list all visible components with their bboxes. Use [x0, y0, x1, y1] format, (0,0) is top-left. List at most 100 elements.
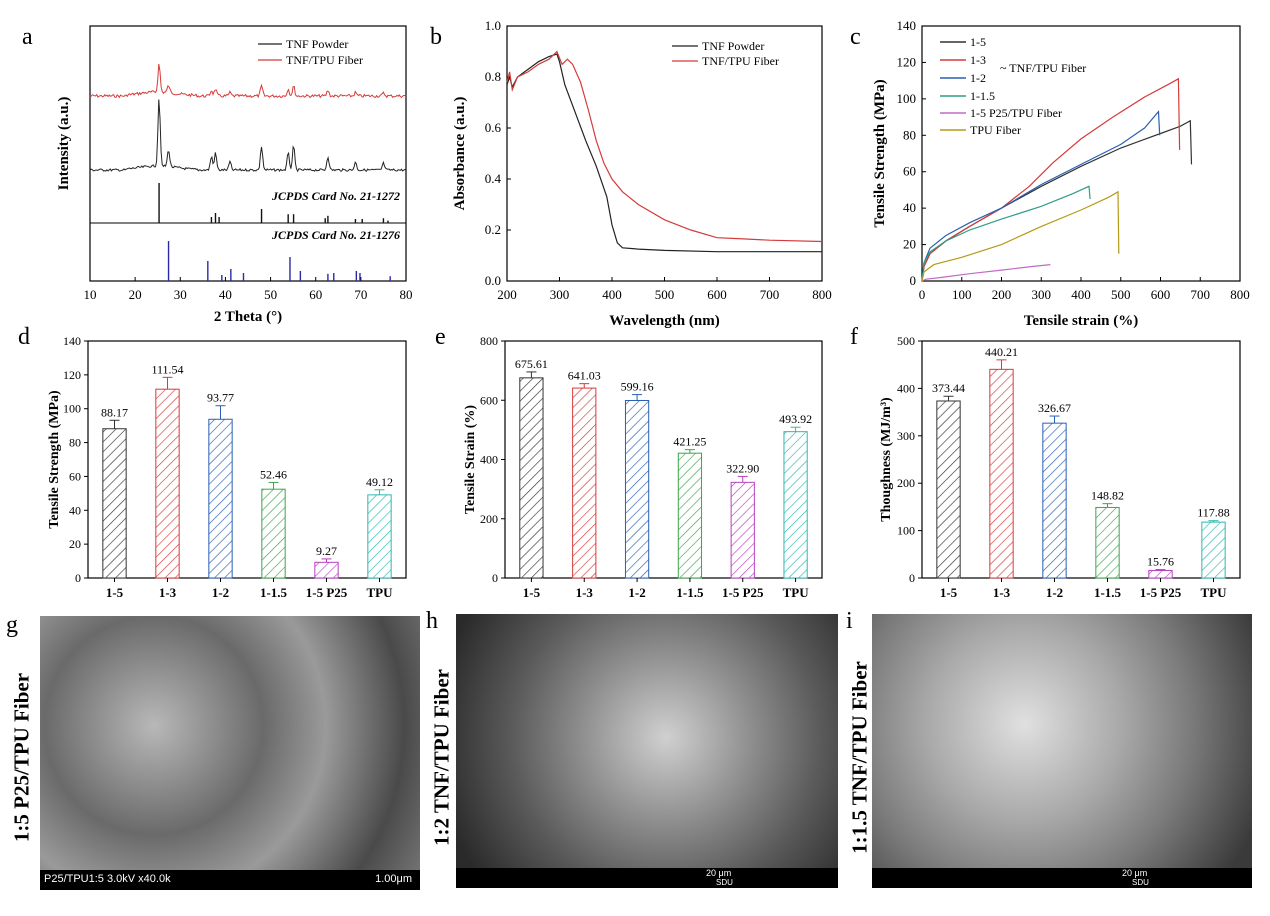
- data-label: 49.12: [366, 475, 393, 489]
- x-tick-label: 1-1.5: [676, 585, 704, 600]
- y-tick-label: 120: [897, 54, 917, 69]
- y-tick-label: 60: [903, 164, 916, 179]
- x-tick-label: 400: [602, 287, 622, 302]
- chart-a: 10 20 30 40 50 60 70 80 2 Theta (°) Intensity (a.…: [22, 24, 413, 325]
- y-tick-label: 500: [897, 334, 915, 348]
- x-tick-label: 500: [655, 287, 675, 302]
- series-line: [506, 53, 822, 253]
- panel-letter-i: i: [846, 608, 853, 634]
- y-tick-label: 0.8: [485, 69, 501, 84]
- legend-entry: 1-5 P25/TPU Fiber: [970, 106, 1062, 120]
- data-label: 421.25: [673, 435, 706, 449]
- x-tick-label: 50: [264, 287, 277, 302]
- x-tick-label: 1-1.5: [260, 585, 288, 600]
- y-axis-label: Tensile Strength (MPa): [47, 390, 62, 529]
- data-label: 88.17: [101, 405, 128, 419]
- powder-pattern: [89, 99, 407, 173]
- legend-entry: TPU Fiber: [970, 123, 1021, 137]
- y-tick-label: 600: [480, 393, 498, 407]
- x-tick-label: 600: [1151, 287, 1171, 302]
- data-label: 440.21: [985, 345, 1018, 359]
- bar: [783, 431, 808, 579]
- sem-label-h: 1:2 TNF/TPU Fiber: [429, 669, 454, 846]
- y-tick-label: 60: [69, 469, 81, 483]
- legend-entry: 1-1.5: [970, 89, 995, 103]
- data-label: 675.61: [515, 357, 548, 371]
- chart-e: 0 200 400 600 800 Tensile Strain (%) e 675.61 1-…: [435, 324, 823, 600]
- y-tick-label: 120: [63, 368, 81, 382]
- bar: [624, 399, 650, 579]
- y-tick-label: 200: [897, 476, 915, 490]
- y-axis-label: Thoughness (MJ/m³): [879, 397, 894, 522]
- legend-entry: 1-5: [970, 35, 986, 49]
- panel-letter-h: h: [426, 608, 438, 634]
- data-label: 322.90: [726, 461, 759, 475]
- bar: [314, 561, 339, 579]
- x-tick-label: TPU: [367, 585, 394, 600]
- y-tick-label: 0: [492, 571, 498, 585]
- y-tick-label: 80: [903, 127, 916, 142]
- plot-frame: [89, 25, 407, 282]
- x-tick-label: 1-5 P25: [1140, 585, 1182, 600]
- y-tick-label: 1.0: [485, 18, 501, 33]
- plot-frame: [504, 340, 823, 579]
- x-tick-label: 300: [1032, 287, 1052, 302]
- y-tick-label: 100: [63, 402, 81, 416]
- x-tick-label: 800: [812, 287, 832, 302]
- panel-letter-e: e: [435, 324, 446, 350]
- x-tick-label: 80: [400, 287, 413, 302]
- legend-entry: TNF/TPU Fiber: [286, 53, 363, 67]
- y-axis-label: Tensile Strength (MPa): [872, 79, 888, 227]
- x-tick-label: 1-5 P25: [306, 585, 348, 600]
- sem-panel-i: 20 μm SDU: [872, 614, 1252, 888]
- x-tick-label: 1-2: [1046, 585, 1063, 600]
- series-line: [506, 50, 823, 243]
- x-tick-label: 500: [1111, 287, 1131, 302]
- data-label: 599.16: [621, 380, 654, 394]
- card1-label: JCPDS Card No. 21-1272: [271, 189, 400, 203]
- x-tick-label: 600: [707, 287, 727, 302]
- x-tick-label: 800: [1230, 287, 1250, 302]
- x-tick-label: 10: [84, 287, 97, 302]
- legend-entry: 1-2: [970, 71, 986, 85]
- x-tick-label: 1-5: [940, 585, 958, 600]
- bar: [936, 400, 961, 579]
- bar: [1042, 422, 1067, 579]
- x-tick-label: 1-3: [576, 585, 594, 600]
- x-tick-label: 200: [992, 287, 1012, 302]
- bar: [677, 452, 703, 579]
- series-line: [921, 185, 1091, 282]
- panel-letter-d: d: [18, 324, 30, 350]
- y-tick-label: 80: [69, 436, 81, 450]
- x-tick-label: 0: [919, 287, 926, 302]
- x-axis-label: Wavelength (nm): [609, 313, 719, 329]
- scale-bar-label: 20 μm: [1122, 868, 1148, 878]
- x-tick-label: 60: [309, 287, 322, 302]
- panel-letter-b: b: [430, 24, 442, 50]
- y-tick-label: 800: [480, 334, 498, 348]
- y-tick-label: 140: [63, 334, 81, 348]
- x-tick-label: 40: [219, 287, 232, 302]
- y-tick-label: 0: [75, 571, 81, 585]
- y-axis-label: Tensile Strain (%): [463, 405, 478, 514]
- panel-letter-a: a: [22, 24, 33, 50]
- bar: [989, 368, 1014, 579]
- bar: [1095, 506, 1120, 579]
- y-tick-label: 100: [897, 524, 915, 538]
- fiber-pattern: [89, 63, 407, 99]
- scale-bar-label: 1.00μm: [375, 873, 412, 885]
- card2-label: JCPDS Card No. 21-1276: [271, 228, 400, 242]
- sem-info-bar: P25/TPU1:5 3.0kV x40.0k 1.00μm: [40, 870, 420, 890]
- x-tick-label: 1-5: [106, 585, 124, 600]
- data-label: 641.03: [568, 369, 601, 383]
- legend-entry: TNF Powder: [286, 37, 348, 51]
- x-tick-label: 1-2: [628, 585, 645, 600]
- y-tick-label: 200: [480, 512, 498, 526]
- data-label: 373.44: [932, 381, 965, 395]
- y-axis-label: Intensity (a.u.): [56, 97, 72, 191]
- data-label: 111.54: [151, 362, 183, 376]
- bar: [730, 481, 755, 579]
- sem-caption: P25/TPU1:5 3.0kV x40.0k: [44, 873, 171, 885]
- x-tick-label: 1-3: [993, 585, 1011, 600]
